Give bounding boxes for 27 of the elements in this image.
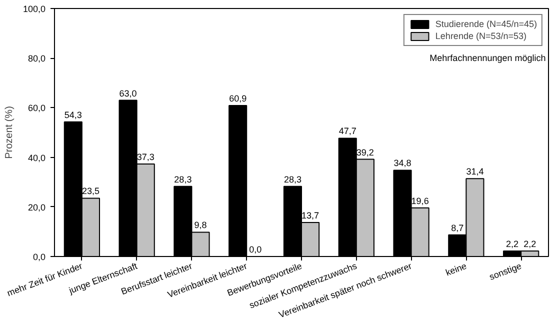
y-tick-label: 20,0 [28, 202, 46, 212]
y-tick-label: 40,0 [28, 152, 46, 163]
y-axis-title: Prozent (%) [4, 106, 15, 159]
legend-label: Lehrende (N=53/n=53) [435, 31, 526, 41]
data-label: 34,8 [394, 158, 412, 168]
y-tick-label: 80,0 [28, 54, 46, 64]
data-label: 31,4 [466, 166, 484, 177]
data-label: 0,0 [249, 244, 262, 254]
data-label: 13,7 [302, 210, 320, 221]
data-label: 60,9 [229, 93, 247, 104]
data-label: 2,2 [524, 239, 536, 250]
data-label: 2,2 [506, 239, 519, 250]
data-label: 19,6 [411, 196, 429, 206]
data-label: 47,7 [338, 126, 356, 136]
annotation: Mehrfachnennungen möglich [430, 53, 546, 64]
data-label: 28,3 [284, 174, 302, 184]
data-label: 28,3 [174, 174, 192, 184]
y-tick-label: 60,0 [28, 103, 46, 114]
x-tick-label: keine [444, 260, 468, 278]
legend-label: Studierende (N=45/n=45) [435, 19, 537, 29]
y-tick-label: 100,0 [22, 4, 46, 14]
data-label: 54,3 [64, 110, 82, 120]
data-label: 63,0 [119, 88, 137, 98]
data-label: 23,5 [82, 186, 100, 196]
data-label: 9,8 [194, 220, 207, 230]
y-tick-label: 0,0 [32, 252, 46, 262]
data-label: 8,7 [451, 222, 464, 233]
